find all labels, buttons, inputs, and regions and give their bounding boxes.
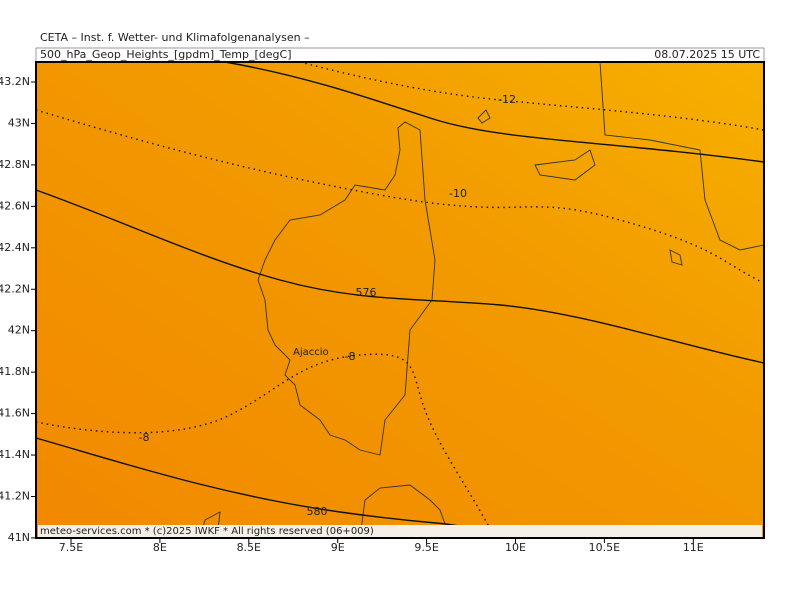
axes: 7.5E 8E 8.5E 9E 9.5E 10E 10.5E 11E 43.2N 43N 42.8N… bbox=[0, 75, 704, 554]
x-tick-label: 8E bbox=[153, 541, 167, 554]
y-tick-label: 43N bbox=[8, 116, 30, 129]
y-tick-label: 43.2N bbox=[0, 75, 30, 88]
map-area: -12 -10 576 -8 -8 580 Ajaccio meteo-serv… bbox=[35, 61, 765, 539]
contour-label: 580 bbox=[307, 505, 328, 518]
header-title: CETA – Inst. f. Wetter- und Klimafolgena… bbox=[40, 31, 310, 44]
y-tick-label: 41.6N bbox=[0, 407, 30, 420]
height-contour bbox=[224, 61, 765, 163]
credit-bar bbox=[38, 525, 762, 537]
place-label: Ajaccio bbox=[293, 347, 329, 358]
valid-time: 08.07.2025 15 UTC bbox=[654, 48, 760, 61]
italy-coast bbox=[599, 61, 765, 251]
y-tick-label: 42.8N bbox=[0, 158, 30, 171]
elba-coast bbox=[477, 109, 491, 124]
x-tick-label: 9.5E bbox=[414, 541, 438, 554]
contour-label: -8 bbox=[345, 350, 356, 363]
x-tick-label: 10E bbox=[505, 541, 526, 554]
y-tick-label: 41.4N bbox=[0, 448, 30, 461]
island-coast bbox=[669, 249, 683, 266]
credit: meteo-services.com * (c)2025 IWKF * All … bbox=[40, 526, 374, 537]
contour-label: -12 bbox=[498, 93, 516, 106]
contour-label: 576 bbox=[356, 286, 377, 299]
contour-label: -10 bbox=[449, 187, 467, 200]
y-tick-label: 42N bbox=[8, 324, 30, 337]
corsica-coast bbox=[257, 121, 436, 456]
x-tick-label: 10.5E bbox=[589, 541, 620, 554]
y-tick-label: 42.2N bbox=[0, 282, 30, 295]
map-background bbox=[36, 62, 764, 538]
y-tick-label: 41N bbox=[8, 531, 30, 544]
y-tick-label: 41.2N bbox=[0, 490, 30, 503]
field-name: 500_hPa_Geop_Heights_[gpdm]_Temp_[degC] bbox=[40, 48, 292, 61]
x-tick-label: 11E bbox=[683, 541, 704, 554]
height-contour bbox=[35, 189, 765, 364]
map-frame bbox=[35, 61, 765, 539]
sardinia-coast bbox=[359, 484, 451, 539]
y-tick-label: 41.8N bbox=[0, 365, 30, 378]
y-tick-label: 42.4N bbox=[0, 241, 30, 254]
contour-label: -8 bbox=[139, 431, 150, 444]
italy-coast-bay bbox=[534, 149, 596, 181]
x-tick-label: 7.5E bbox=[59, 541, 83, 554]
x-tick-label: 8.5E bbox=[237, 541, 261, 554]
y-tick-label: 42.6N bbox=[0, 199, 30, 212]
temp-contour bbox=[299, 61, 765, 131]
x-tick-label: 9E bbox=[331, 541, 345, 554]
